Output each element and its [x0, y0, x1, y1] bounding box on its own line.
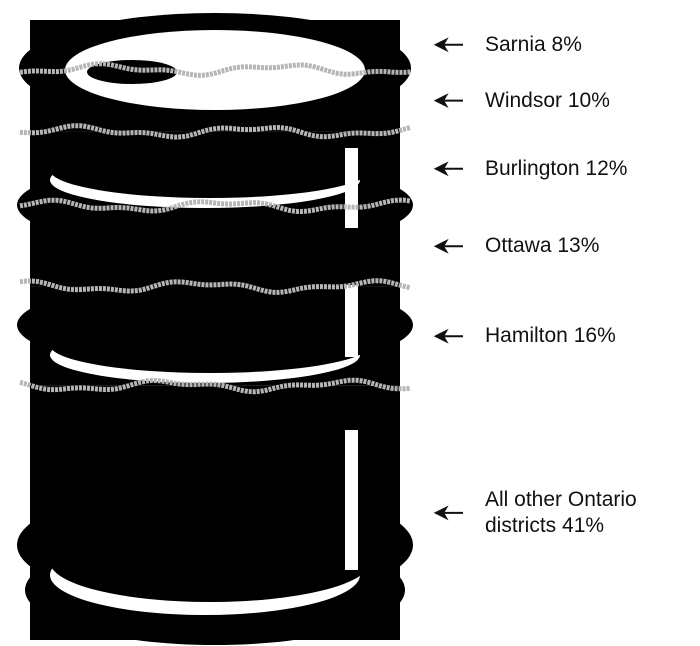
segment-value: 13%	[557, 234, 600, 258]
segment-name: Sarnia	[485, 32, 546, 56]
highlight	[345, 430, 358, 570]
divider	[19, 61, 411, 78]
divider	[19, 278, 411, 295]
segment-label: All other Ontario districts 41%	[485, 487, 697, 539]
segment-label: Burlington 12%	[485, 156, 697, 182]
arrow	[433, 328, 463, 344]
segment-label: Windsor 10%	[485, 88, 697, 114]
highlight	[345, 285, 358, 357]
segment-name: Burlington	[485, 156, 580, 180]
divider	[19, 377, 411, 395]
segment-name: All other Ontario districts	[485, 487, 637, 537]
segment-value: 16%	[573, 324, 616, 348]
highlight-mask	[50, 317, 370, 373]
segment-value: 10%	[567, 88, 610, 112]
arrow	[433, 93, 463, 109]
lid	[65, 30, 365, 110]
segment-value: 12%	[585, 156, 628, 180]
arrow	[433, 505, 463, 521]
highlight	[345, 148, 358, 228]
arrow	[433, 238, 463, 254]
segment-label: Hamilton 16%	[485, 323, 697, 349]
divider	[19, 123, 411, 140]
highlight-mask	[50, 142, 370, 198]
highlight-mask	[50, 522, 370, 602]
divider	[19, 197, 411, 215]
dividers	[19, 61, 411, 395]
segment-value: 8%	[551, 32, 582, 56]
segment-label: Sarnia 8%	[485, 32, 697, 58]
barrel-decoration	[17, 13, 413, 645]
arrow	[433, 37, 463, 53]
segment-name: Hamilton	[485, 324, 568, 348]
arrow	[433, 161, 463, 177]
segment-value: 41%	[562, 513, 605, 537]
segment-name: Ottawa	[485, 234, 552, 258]
segment-name: Windsor	[485, 88, 563, 112]
segment-label: Ottawa 13%	[485, 233, 697, 259]
